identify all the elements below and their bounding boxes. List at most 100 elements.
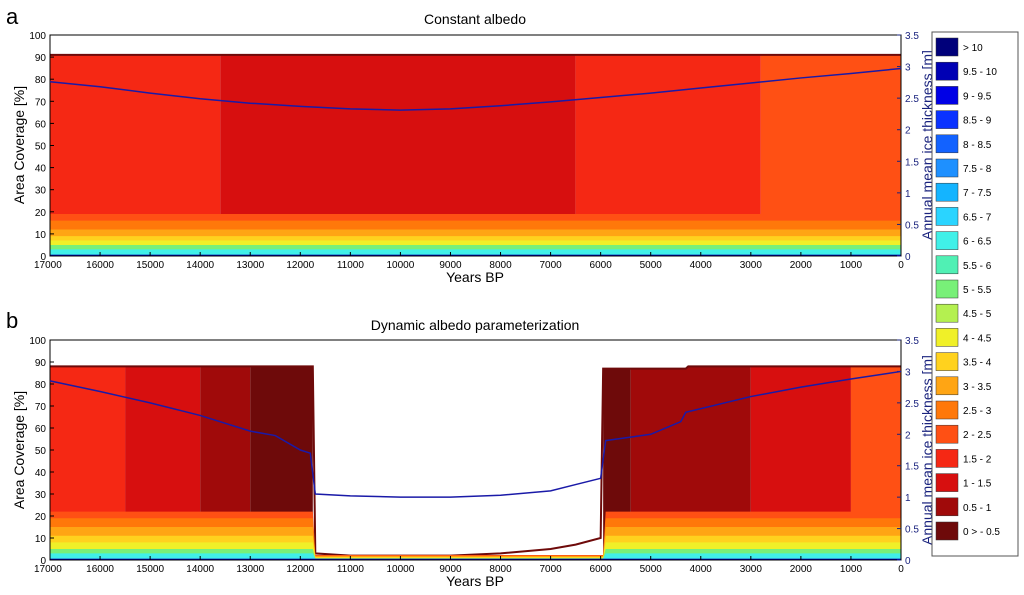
legend-label: 7.5 - 8 [963, 164, 992, 175]
y-tick-label: 50 [35, 142, 47, 153]
x-tick-label: 5000 [640, 260, 663, 271]
y-tick-label: 80 [35, 380, 47, 391]
y-tick-label: 30 [35, 186, 47, 197]
legend-swatch [935, 328, 959, 347]
legend-label: > 10 [963, 43, 983, 54]
panel-b-title: Dynamic albedo parameterization [371, 317, 580, 333]
x-tick-label: 0 [898, 564, 904, 575]
legend-label: 0.5 - 1 [963, 503, 992, 514]
x-tick-label: 13000 [236, 260, 264, 271]
x-tick-label: 13000 [236, 564, 264, 575]
y-right-tick-label: 0.5 [905, 220, 919, 231]
y-right-tick-label: 0.5 [905, 525, 919, 536]
band-6-6.5 [50, 249, 901, 256]
y-tick-label: 0 [40, 556, 46, 567]
legend-label: 3 - 3.5 [963, 382, 992, 393]
y-right-tick-label: 2 [905, 430, 911, 441]
coverage-area [220, 54, 576, 256]
x-tick-label: 0 [898, 260, 904, 271]
legend-label: 2 - 2.5 [963, 430, 992, 441]
y-right-tick-label: 0 [905, 556, 911, 567]
plot-area-a: 010203040506070809010000.511.522.533.517… [29, 31, 919, 271]
legend-label: 7 - 7.5 [963, 188, 992, 199]
x-tick-label: 8000 [489, 260, 512, 271]
y-right-tick-label: 2.5 [905, 94, 919, 105]
x-tick-label: 9000 [439, 260, 462, 271]
x-tick-label: 6000 [590, 260, 613, 271]
legend-swatch [935, 449, 959, 468]
y-tick-label: 70 [35, 402, 47, 413]
y-tick-label: 90 [35, 53, 47, 64]
legend-label: 0 > - 0.5 [963, 527, 1000, 538]
y-right-tick-label: 1 [905, 189, 911, 200]
legend-swatch [935, 182, 959, 202]
x-tick-label: 3000 [740, 564, 763, 575]
y-tick-label: 80 [35, 75, 47, 86]
y-tick-label: 100 [29, 31, 46, 42]
y-tick-label: 90 [35, 358, 47, 369]
panel-b-ylabel: Area Coverage [%] [11, 391, 27, 509]
y-tick-label: 10 [35, 230, 47, 241]
x-tick-label: 15000 [136, 260, 164, 271]
legend-label: 9.5 - 10 [963, 67, 997, 78]
coverage-area [760, 54, 901, 256]
panel-a-ylabel-right: Annual mean ice thickness [m] [919, 50, 935, 240]
y-right-tick-label: 2.5 [905, 399, 919, 410]
y-tick-label: 60 [35, 119, 47, 130]
legend-swatch [935, 521, 959, 541]
legend-swatch [935, 424, 959, 444]
panel-b: b Dynamic albedo parameterization 010203… [6, 308, 935, 589]
panel-a-letter: a [6, 4, 19, 29]
y-right-tick-label: 0 [905, 252, 911, 263]
legend-swatch [935, 376, 959, 396]
x-tick-label: 8000 [489, 564, 512, 575]
legend-swatch [935, 110, 959, 129]
band-6-6.5 [50, 553, 901, 560]
y-right-tick-label: 3.5 [905, 31, 919, 42]
y-tick-label: 20 [35, 512, 47, 523]
legend-label: 4 - 4.5 [963, 333, 992, 344]
x-tick-label: 1000 [840, 260, 863, 271]
x-tick-label: 14000 [186, 260, 214, 271]
x-tick-label: 14000 [186, 564, 214, 575]
x-tick-label: 4000 [690, 564, 713, 575]
coverage-area [575, 54, 761, 256]
legend-swatch [935, 86, 959, 105]
legend-label: 5 - 5.5 [963, 285, 992, 296]
y-tick-label: 10 [35, 534, 47, 545]
panel-a-ylabel: Area Coverage [%] [11, 86, 27, 204]
coverage-area [50, 54, 221, 256]
legend-label: 4.5 - 5 [963, 309, 992, 320]
x-tick-label: 9000 [439, 564, 462, 575]
x-tick-label: 15000 [136, 564, 164, 575]
y-right-tick-label: 2 [905, 126, 911, 137]
legend-swatch [935, 158, 959, 178]
panel-b-letter: b [6, 308, 18, 333]
y-tick-label: 30 [35, 490, 47, 501]
y-tick-label: 0 [40, 252, 46, 263]
x-tick-label: 6000 [590, 564, 613, 575]
ice-thickness-line [49, 370, 902, 498]
legend-swatch [935, 400, 959, 420]
x-tick-label: 16000 [86, 564, 114, 575]
panel-b-xlabel: Years BP [446, 573, 504, 589]
plot-content [50, 53, 901, 256]
y-right-tick-label: 1.5 [905, 462, 919, 473]
x-tick-label: 11000 [337, 260, 365, 271]
y-right-tick-label: 3 [905, 367, 911, 378]
legend-swatch [935, 61, 959, 81]
legend-swatch [935, 279, 959, 299]
y-tick-label: 40 [35, 468, 47, 479]
y-tick-label: 20 [35, 208, 47, 219]
y-tick-label: 50 [35, 446, 47, 457]
x-tick-label: 10000 [387, 564, 415, 575]
ice-thickness-line [49, 67, 902, 111]
x-tick-label: 11000 [337, 564, 365, 575]
x-tick-label: 17000 [34, 564, 62, 575]
legend-swatch [935, 255, 959, 275]
x-tick-label: 5000 [640, 564, 663, 575]
plot-area-b: 010203040506070809010000.511.522.533.517… [29, 336, 919, 575]
color-legend: > 10 9.5 - 10 9 - 9.5 8.5 - 9 8 - 8.5 7.5 - 8… [931, 31, 1019, 557]
legend-swatch [935, 37, 959, 57]
